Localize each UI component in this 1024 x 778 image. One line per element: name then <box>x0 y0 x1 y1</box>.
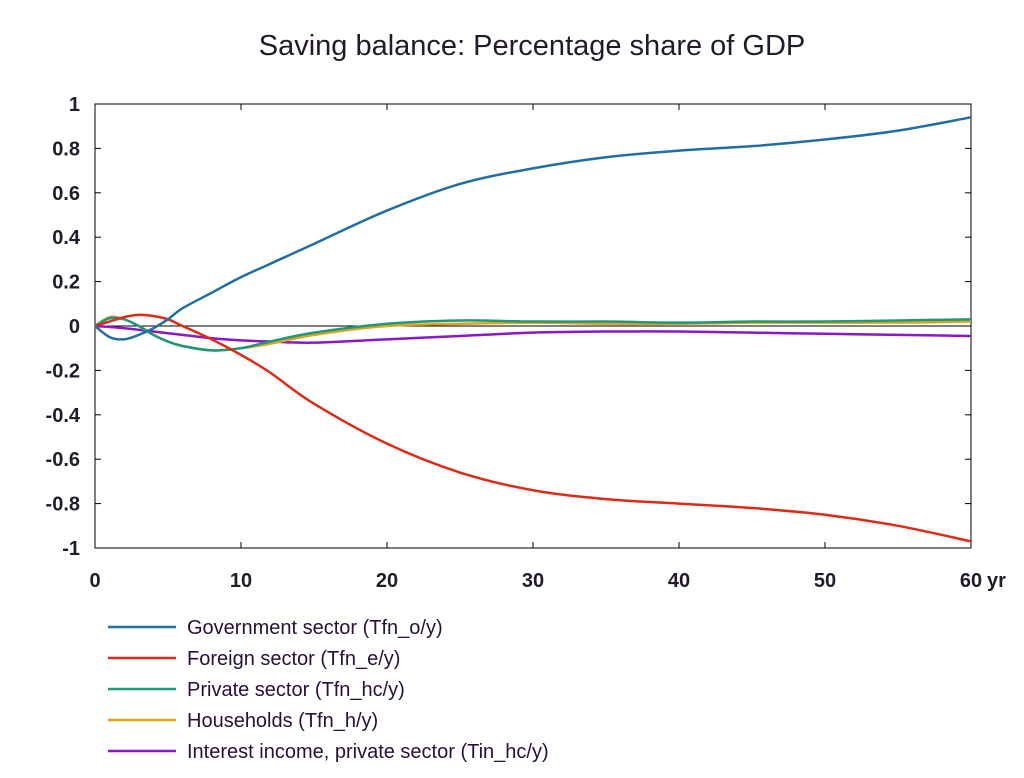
x-tick-label: 50 <box>814 570 836 592</box>
x-tick-label: 40 <box>668 570 690 592</box>
x-tick-label: 20 <box>376 570 398 592</box>
axis-ticks <box>94 103 972 549</box>
y-tick-label: 0.4 <box>52 227 81 249</box>
x-tick-label: 60 <box>960 570 982 592</box>
x-axis-labels: 0 10 20 30 40 50 60 yr <box>89 570 1006 592</box>
y-axis-labels: 1 0.8 0.6 0.4 0.2 0 -0.2 -0.4 -0.6 -0.8 -1 <box>46 94 81 560</box>
y-tick-label: -1 <box>62 538 80 560</box>
legend-label-2: Private sector (Tfn_hc/y) <box>187 679 405 701</box>
y-tick-label: -0.4 <box>46 405 81 427</box>
y-tick-label: -0.8 <box>46 494 80 516</box>
y-tick-label: 0.6 <box>52 183 80 205</box>
chart-title: Saving balance: Percentage share of GDP <box>258 30 806 62</box>
y-tick-label: 1 <box>69 94 80 116</box>
y-tick-label: 0.2 <box>52 272 80 294</box>
series-lines <box>94 116 972 543</box>
x-unit-label: yr <box>987 570 1006 592</box>
x-tick-label: 0 <box>89 570 100 592</box>
legend-label-0: Government sector (Tfn_o/y) <box>187 617 443 639</box>
y-tick-label: 0.8 <box>52 138 80 160</box>
y-tick-label: -0.2 <box>46 360 80 382</box>
y-tick-label: -0.6 <box>46 449 80 471</box>
x-tick-label: 10 <box>230 570 252 592</box>
series-line-0 <box>94 116 972 341</box>
y-tick-label: 0 <box>69 316 80 338</box>
legend-label-3: Households (Tfn_h/y) <box>187 710 378 732</box>
legend: Government sector (Tfn_o/y) Foreign secto… <box>108 617 549 763</box>
series-line-2 <box>94 316 972 352</box>
series-line-4 <box>94 324 972 344</box>
x-tick-label: 30 <box>522 570 544 592</box>
legend-label-4: Interest income, private sector (Tin_hc/… <box>187 741 549 763</box>
legend-label-1: Foreign sector (Tfn_e/y) <box>187 648 400 670</box>
series-line-1 <box>94 313 972 543</box>
